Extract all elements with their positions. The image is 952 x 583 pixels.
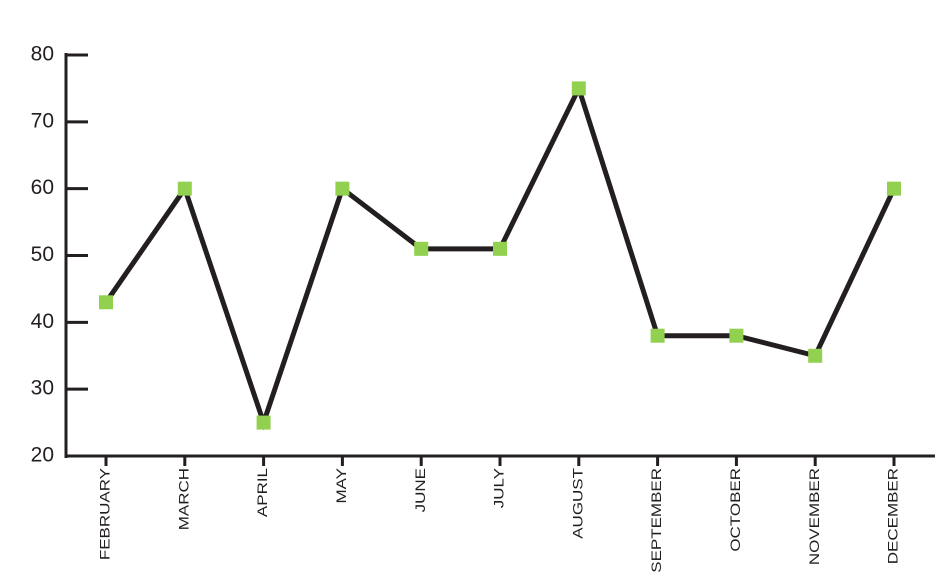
marker: [729, 328, 744, 343]
y-tick-label: 30: [31, 377, 54, 400]
x-tick-label: NOVEMBER: [807, 468, 822, 565]
x-tick-label: JUNE: [413, 468, 428, 512]
x-tick-label: APRIL: [256, 468, 271, 518]
marker: [650, 328, 665, 343]
y-tick-label: 70: [31, 109, 54, 132]
y-tick-label: 80: [31, 43, 54, 66]
marker: [808, 348, 823, 363]
x-tick-label: FEBRUARY: [98, 468, 113, 560]
marker: [493, 241, 507, 256]
marker: [256, 415, 271, 430]
marker: [177, 181, 192, 196]
x-tick-label: SEPTEMBER: [650, 468, 665, 573]
marker: [335, 181, 350, 196]
marker: [571, 81, 586, 96]
x-tick-label: AUGUST: [571, 467, 586, 538]
y-tick-label: 40: [31, 310, 54, 333]
marker: [99, 295, 113, 310]
x-tick-label: JULY: [492, 468, 507, 508]
x-tick-label: MARCH: [177, 468, 192, 530]
y-tick-label: 20: [31, 444, 54, 467]
y-tick-label: 60: [31, 176, 54, 199]
marker: [887, 181, 901, 196]
y-tick-label: 50: [31, 243, 54, 266]
x-tick-label: OCTOBER: [729, 468, 744, 552]
x-tick-label: MAY: [335, 468, 350, 504]
marker: [414, 241, 429, 256]
x-tick-label: DECEMBER: [886, 468, 901, 564]
